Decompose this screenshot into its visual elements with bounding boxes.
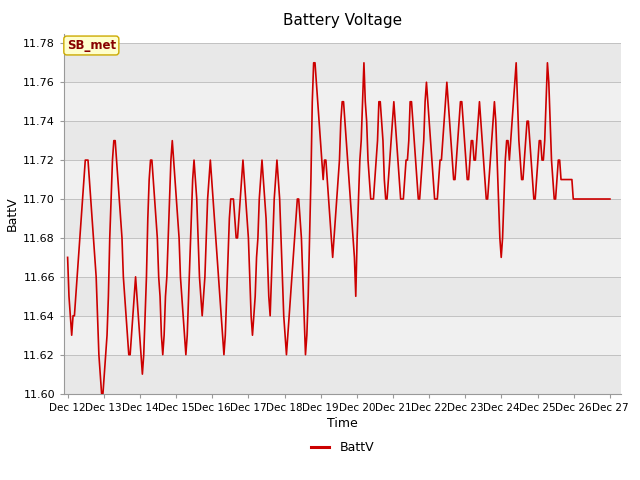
Bar xyxy=(64,43,621,82)
Bar xyxy=(64,82,621,121)
Bar xyxy=(64,316,621,355)
Title: Battery Voltage: Battery Voltage xyxy=(283,13,402,28)
Y-axis label: BattV: BattV xyxy=(6,196,19,231)
X-axis label: Time: Time xyxy=(327,417,358,430)
Legend: BattV: BattV xyxy=(306,436,379,459)
Bar xyxy=(64,355,621,394)
Bar xyxy=(64,160,621,199)
Bar xyxy=(64,199,621,238)
Bar xyxy=(64,277,621,316)
Text: SB_met: SB_met xyxy=(67,39,116,52)
Bar xyxy=(64,121,621,160)
Bar xyxy=(64,238,621,277)
